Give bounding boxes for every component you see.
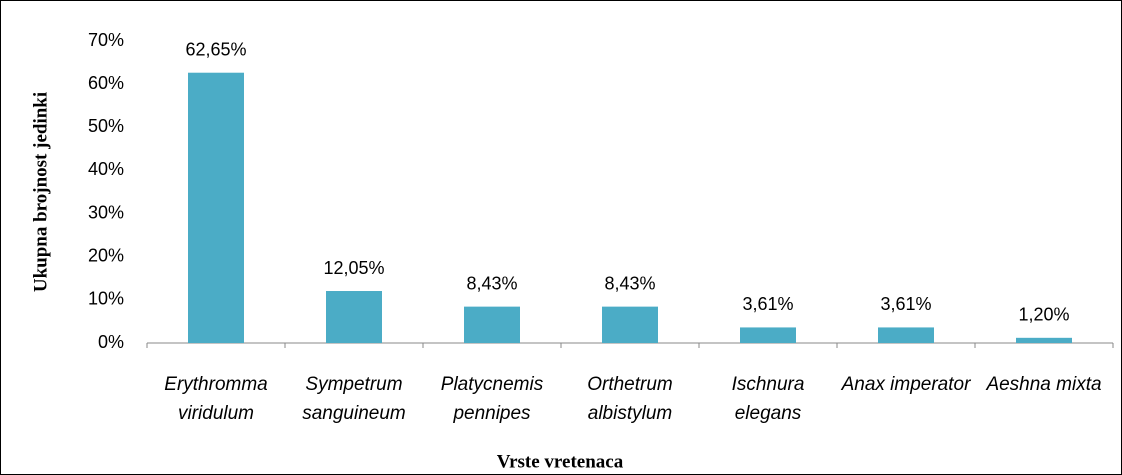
- bar: [740, 327, 796, 343]
- y-tick-label: 70%: [88, 30, 124, 50]
- y-tick-label: 0%: [98, 332, 124, 352]
- x-tick-label: Sympetrum sanguineum: [302, 374, 406, 424]
- value-label: 62,65%: [185, 39, 246, 59]
- y-tick-label: 40%: [88, 159, 124, 179]
- y-tick-label: 30%: [88, 202, 124, 222]
- x-tick-label: Orthetrum albistylum: [587, 374, 673, 424]
- y-tick-label: 20%: [88, 245, 124, 265]
- bar: [878, 327, 934, 343]
- value-label: 1,20%: [1018, 305, 1069, 325]
- value-label: 8,43%: [604, 273, 655, 293]
- x-axis-title: Vrste vretenaca: [497, 451, 624, 472]
- x-tick-label: Erythromma viridulum: [164, 374, 268, 424]
- y-axis-title: Ukupna brojnost jedinki: [30, 92, 51, 292]
- value-label: 8,43%: [466, 273, 517, 293]
- x-tick-label: Ischnura elegans: [731, 374, 805, 424]
- y-tick-label: 60%: [88, 73, 124, 93]
- bar: [188, 72, 244, 344]
- bar: [326, 291, 382, 343]
- x-tick-label: Aeshna mixta: [986, 374, 1102, 395]
- y-tick-label: 50%: [88, 116, 124, 136]
- x-tick-label: Anax imperator: [841, 374, 971, 395]
- value-label: 12,05%: [323, 258, 384, 278]
- bar: [602, 306, 658, 343]
- bar: [464, 306, 520, 343]
- value-label: 3,61%: [880, 294, 931, 314]
- value-label: 3,61%: [742, 294, 793, 314]
- x-tick-label: Platycnemis pennipes: [440, 374, 544, 424]
- bar: [1016, 337, 1072, 343]
- y-tick-label: 10%: [88, 289, 124, 309]
